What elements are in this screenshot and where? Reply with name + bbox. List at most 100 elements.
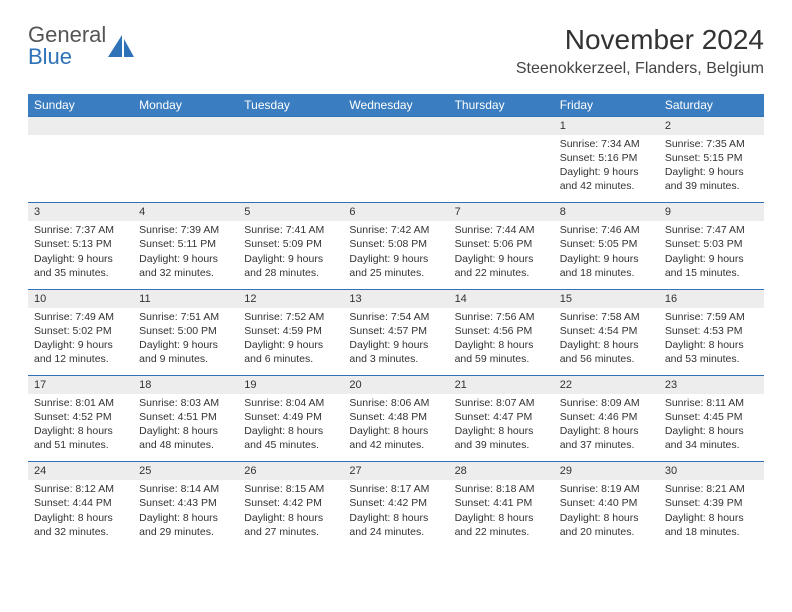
daylight-line: Daylight: 9 hours and 12 minutes. <box>34 338 127 366</box>
day-cell: Sunrise: 7:39 AMSunset: 5:11 PMDaylight:… <box>133 221 238 289</box>
day-cell: Sunrise: 8:11 AMSunset: 4:45 PMDaylight:… <box>659 394 764 462</box>
calendar-body: 12Sunrise: 7:34 AMSunset: 5:16 PMDayligh… <box>28 117 764 549</box>
day-number: 30 <box>659 462 764 480</box>
sunset-line: Sunset: 5:06 PM <box>455 237 548 251</box>
day-number: 15 <box>554 289 659 307</box>
daylight-line: Daylight: 9 hours and 32 minutes. <box>139 252 232 280</box>
sunset-line: Sunset: 4:39 PM <box>665 496 758 510</box>
sunrise-line: Sunrise: 7:41 AM <box>244 223 337 237</box>
sunrise-line: Sunrise: 7:59 AM <box>665 310 758 324</box>
daylight-line: Daylight: 9 hours and 22 minutes. <box>455 252 548 280</box>
sunset-line: Sunset: 4:48 PM <box>349 410 442 424</box>
day-cell: Sunrise: 8:09 AMSunset: 4:46 PMDaylight:… <box>554 394 659 462</box>
day-cell: Sunrise: 7:51 AMSunset: 5:00 PMDaylight:… <box>133 308 238 376</box>
daylight-line: Daylight: 8 hours and 18 minutes. <box>665 511 758 539</box>
weekday-header: Sunday <box>28 94 133 117</box>
day-number: 4 <box>133 203 238 221</box>
day-cell: Sunrise: 8:15 AMSunset: 4:42 PMDaylight:… <box>238 480 343 548</box>
sunrise-line: Sunrise: 8:21 AM <box>665 482 758 496</box>
sunset-line: Sunset: 5:00 PM <box>139 324 232 338</box>
day-cell: Sunrise: 8:06 AMSunset: 4:48 PMDaylight:… <box>343 394 448 462</box>
daylight-line: Daylight: 8 hours and 45 minutes. <box>244 424 337 452</box>
day-number: 7 <box>449 203 554 221</box>
empty-cell <box>133 117 238 135</box>
month-title: November 2024 <box>516 24 764 56</box>
empty-cell <box>343 117 448 135</box>
day-number: 6 <box>343 203 448 221</box>
daylight-line: Daylight: 8 hours and 32 minutes. <box>34 511 127 539</box>
logo-blue: Blue <box>28 44 72 69</box>
logo: General Blue <box>28 24 136 68</box>
sunset-line: Sunset: 5:09 PM <box>244 237 337 251</box>
daylight-line: Daylight: 8 hours and 56 minutes. <box>560 338 653 366</box>
day-cell: Sunrise: 7:35 AMSunset: 5:15 PMDaylight:… <box>659 135 764 203</box>
daylight-line: Daylight: 8 hours and 37 minutes. <box>560 424 653 452</box>
sunset-line: Sunset: 5:15 PM <box>665 151 758 165</box>
sunrise-line: Sunrise: 8:12 AM <box>34 482 127 496</box>
empty-cell <box>449 117 554 135</box>
sunset-line: Sunset: 4:46 PM <box>560 410 653 424</box>
day-cell: Sunrise: 8:17 AMSunset: 4:42 PMDaylight:… <box>343 480 448 548</box>
sunrise-line: Sunrise: 7:46 AM <box>560 223 653 237</box>
sunrise-line: Sunrise: 7:51 AM <box>139 310 232 324</box>
day-number: 23 <box>659 376 764 394</box>
day-number: 2 <box>659 117 764 135</box>
daynum-row: 24252627282930 <box>28 462 764 480</box>
weekday-header: Monday <box>133 94 238 117</box>
daynum-row: 10111213141516 <box>28 289 764 307</box>
daylight-line: Daylight: 8 hours and 39 minutes. <box>455 424 548 452</box>
sunrise-line: Sunrise: 7:47 AM <box>665 223 758 237</box>
day-number: 9 <box>659 203 764 221</box>
sunrise-line: Sunrise: 7:34 AM <box>560 137 653 151</box>
day-number: 13 <box>343 289 448 307</box>
daylight-line: Daylight: 8 hours and 48 minutes. <box>139 424 232 452</box>
daylight-line: Daylight: 9 hours and 3 minutes. <box>349 338 442 366</box>
day-number: 25 <box>133 462 238 480</box>
day-number: 17 <box>28 376 133 394</box>
weekday-header: Tuesday <box>238 94 343 117</box>
day-cell: Sunrise: 7:49 AMSunset: 5:02 PMDaylight:… <box>28 308 133 376</box>
weekday-header: Wednesday <box>343 94 448 117</box>
day-number: 5 <box>238 203 343 221</box>
sunset-line: Sunset: 4:41 PM <box>455 496 548 510</box>
day-number: 24 <box>28 462 133 480</box>
sunset-line: Sunset: 5:16 PM <box>560 151 653 165</box>
daynum-row: 17181920212223 <box>28 376 764 394</box>
sunrise-line: Sunrise: 8:19 AM <box>560 482 653 496</box>
sunrise-line: Sunrise: 8:14 AM <box>139 482 232 496</box>
sunset-line: Sunset: 4:49 PM <box>244 410 337 424</box>
day-number: 27 <box>343 462 448 480</box>
sunset-line: Sunset: 5:08 PM <box>349 237 442 251</box>
day-cell: Sunrise: 7:46 AMSunset: 5:05 PMDaylight:… <box>554 221 659 289</box>
sunrise-line: Sunrise: 7:49 AM <box>34 310 127 324</box>
sunrise-line: Sunrise: 7:44 AM <box>455 223 548 237</box>
sunset-line: Sunset: 4:45 PM <box>665 410 758 424</box>
sunrise-line: Sunrise: 7:42 AM <box>349 223 442 237</box>
daylight-line: Daylight: 9 hours and 42 minutes. <box>560 165 653 193</box>
day-cell: Sunrise: 8:04 AMSunset: 4:49 PMDaylight:… <box>238 394 343 462</box>
sunset-line: Sunset: 5:13 PM <box>34 237 127 251</box>
daylight-line: Daylight: 9 hours and 18 minutes. <box>560 252 653 280</box>
day-cell: Sunrise: 8:18 AMSunset: 4:41 PMDaylight:… <box>449 480 554 548</box>
daynum-row: 12 <box>28 117 764 135</box>
sunrise-line: Sunrise: 8:17 AM <box>349 482 442 496</box>
empty-cell <box>343 135 448 203</box>
day-cell: Sunrise: 8:21 AMSunset: 4:39 PMDaylight:… <box>659 480 764 548</box>
empty-cell <box>238 135 343 203</box>
sunrise-line: Sunrise: 8:15 AM <box>244 482 337 496</box>
day-number: 26 <box>238 462 343 480</box>
day-cell: Sunrise: 7:41 AMSunset: 5:09 PMDaylight:… <box>238 221 343 289</box>
sunset-line: Sunset: 5:03 PM <box>665 237 758 251</box>
daylight-line: Daylight: 8 hours and 29 minutes. <box>139 511 232 539</box>
daylight-line: Daylight: 8 hours and 24 minutes. <box>349 511 442 539</box>
day-cell: Sunrise: 7:52 AMSunset: 4:59 PMDaylight:… <box>238 308 343 376</box>
day-cell: Sunrise: 8:12 AMSunset: 4:44 PMDaylight:… <box>28 480 133 548</box>
day-number: 20 <box>343 376 448 394</box>
sunset-line: Sunset: 4:47 PM <box>455 410 548 424</box>
day-cell: Sunrise: 8:14 AMSunset: 4:43 PMDaylight:… <box>133 480 238 548</box>
sunset-line: Sunset: 4:40 PM <box>560 496 653 510</box>
sunset-line: Sunset: 4:43 PM <box>139 496 232 510</box>
sunrise-line: Sunrise: 8:07 AM <box>455 396 548 410</box>
daylight-line: Daylight: 9 hours and 35 minutes. <box>34 252 127 280</box>
day-cell: Sunrise: 7:58 AMSunset: 4:54 PMDaylight:… <box>554 308 659 376</box>
